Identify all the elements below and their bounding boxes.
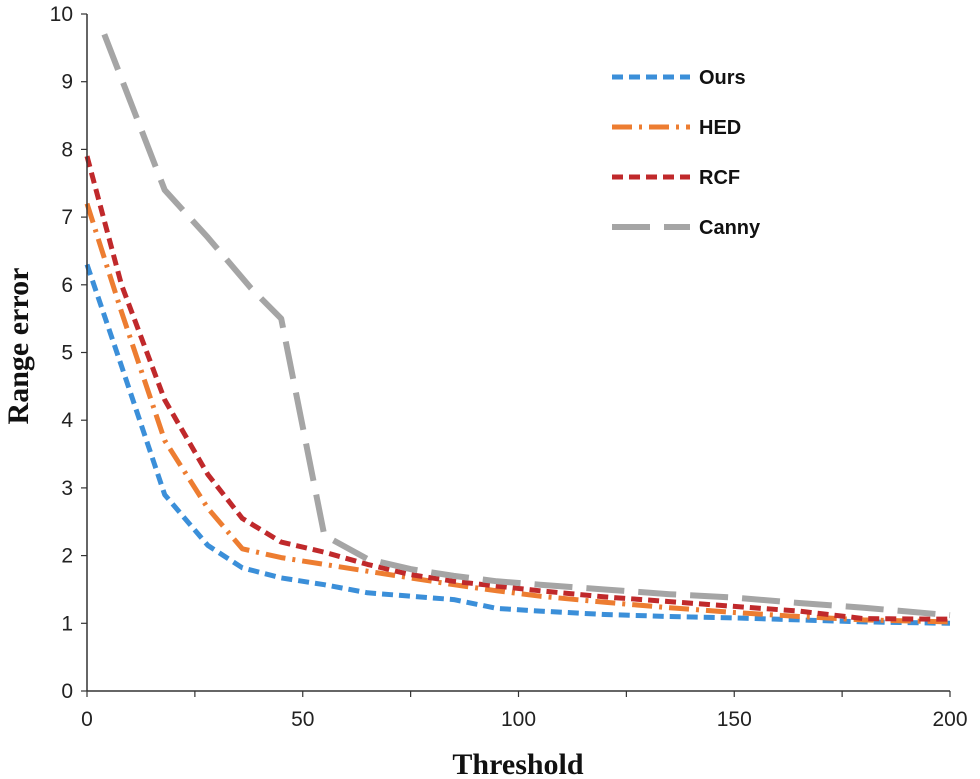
x-tick-label: 0 <box>81 708 93 731</box>
series-line-ours <box>84 263 951 626</box>
y-tick-label: 2 <box>61 545 73 568</box>
plot-area <box>84 33 951 626</box>
y-tick-label: 3 <box>61 477 73 500</box>
x-tick-label: 100 <box>501 708 536 731</box>
x-axis-title: Threshold <box>452 748 583 779</box>
y-tick-label: 8 <box>61 138 73 161</box>
legend-label-rcf: RCF <box>699 167 740 189</box>
y-axis-title: Range error <box>2 268 35 425</box>
x-tick-label: 50 <box>291 708 314 731</box>
series-line-canny <box>101 33 951 619</box>
y-tick-label: 6 <box>61 274 73 297</box>
y-tick-label: 7 <box>61 206 73 229</box>
y-tick-label: 0 <box>61 680 73 703</box>
legend: Ours HED RCF Canny <box>612 67 761 239</box>
x-tick-label: 150 <box>717 708 752 731</box>
y-tick-label: 1 <box>61 612 73 635</box>
y-tick-label: 5 <box>61 342 73 365</box>
series-line-hed <box>84 202 951 625</box>
x-tick-label: 200 <box>932 708 967 731</box>
legend-label-ours: Ours <box>699 67 746 89</box>
series-line-rcf <box>84 155 951 622</box>
y-tick-label: 9 <box>61 71 73 94</box>
y-tick-label: 10 <box>50 3 73 26</box>
legend-label-canny: Canny <box>699 217 761 239</box>
y-tick-label: 4 <box>61 409 73 432</box>
legend-label-hed: HED <box>699 117 741 139</box>
